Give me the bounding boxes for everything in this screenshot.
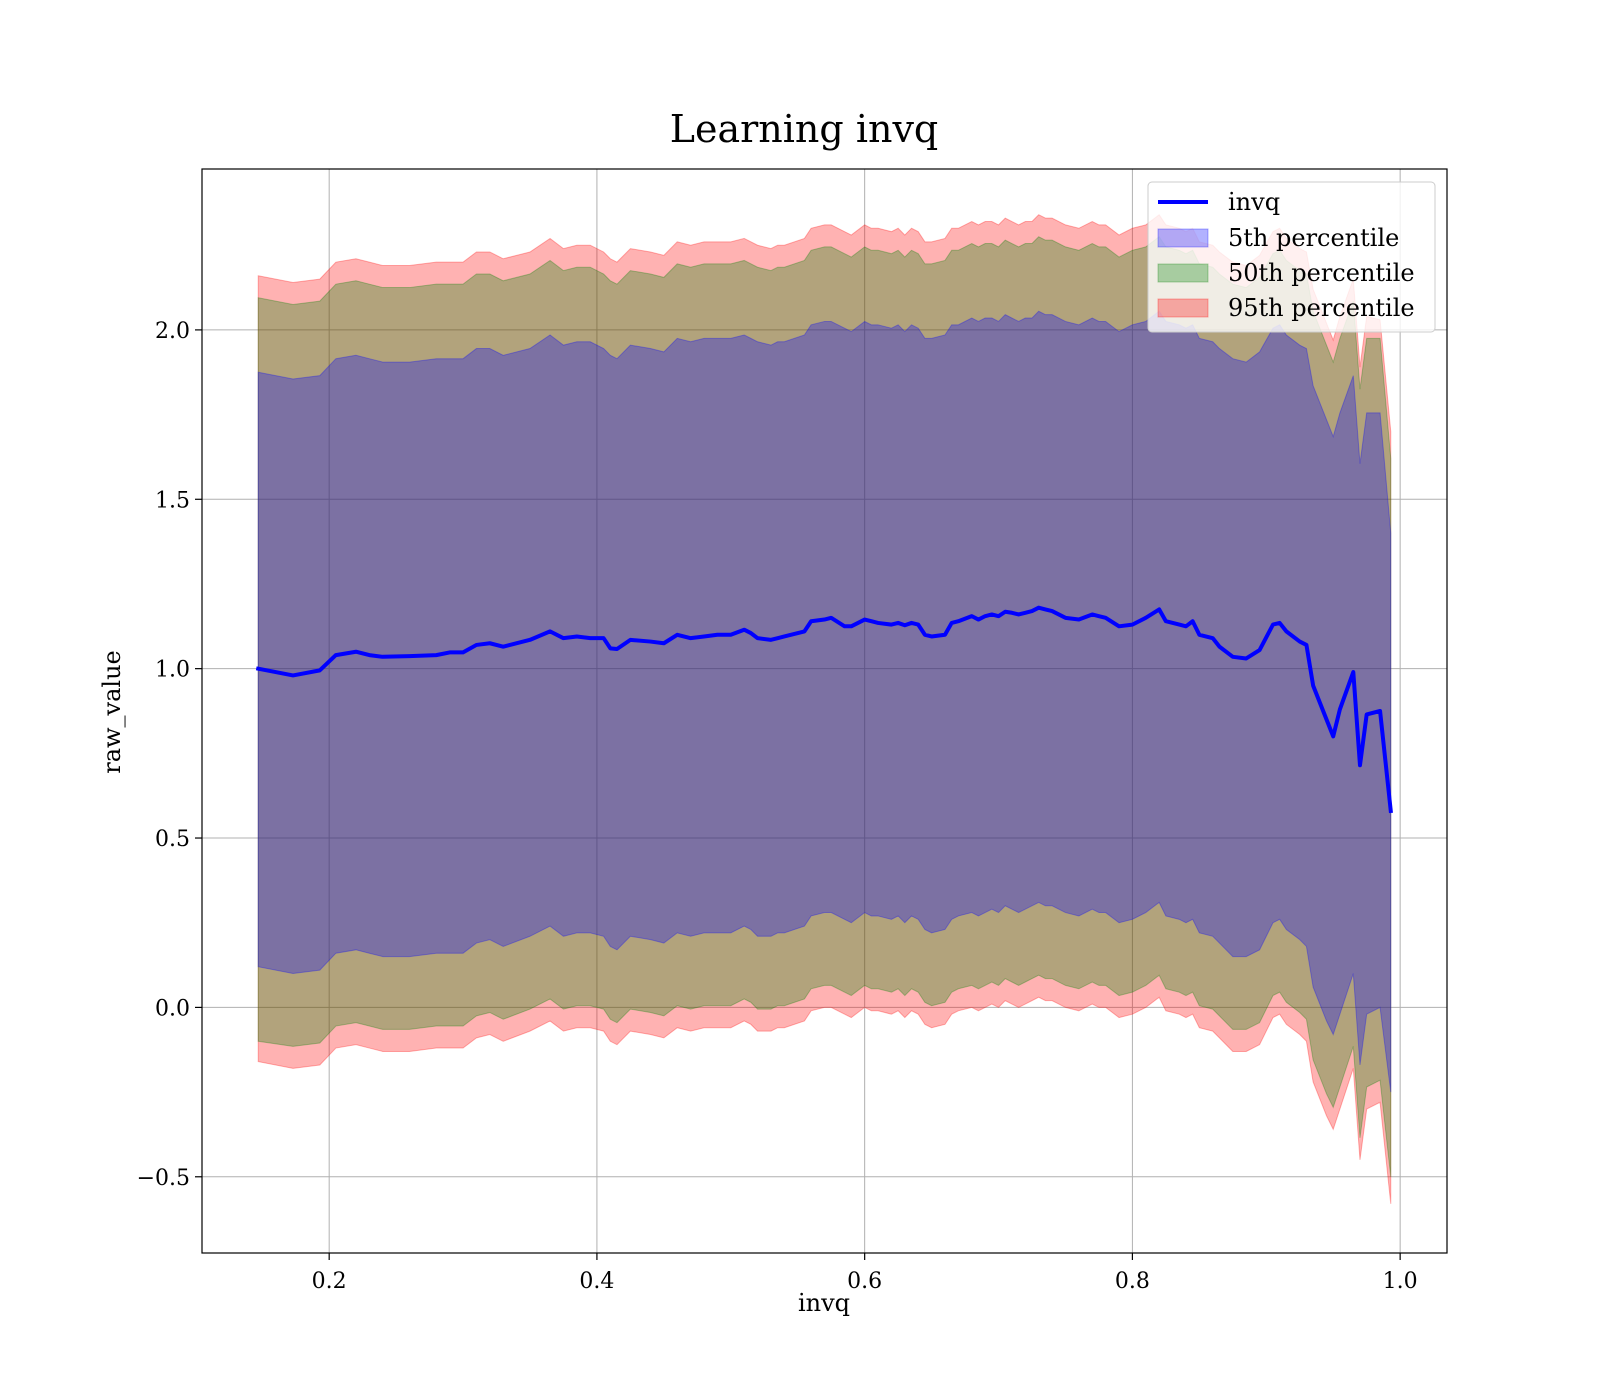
x-tick-label: 1.0 [1383, 1269, 1418, 1294]
x-tick-label: 0.6 [847, 1269, 882, 1294]
legend-patch-swatch [1157, 298, 1209, 318]
band-50th-percentile [257, 236, 1392, 1177]
plot-area: 0.2 0.4 0.6 0.8 1.0 −0.5 0.0 0.5 1.0 1.5 2.0 [137, 168, 1448, 1294]
plot-frame [201, 168, 1448, 1254]
legend-entry-label: 5th percentile [1228, 224, 1399, 252]
band-5th-percentile [257, 310, 1392, 1093]
legend-entry-label: 95th percentile [1228, 294, 1415, 322]
y-tick-label: 0.0 [155, 996, 190, 1021]
band-95th-percentile [257, 214, 1392, 1204]
y-tick-label: 1.5 [155, 488, 190, 513]
legend-entry-label: 50th percentile [1228, 259, 1415, 287]
y-tick-label: 1.0 [155, 658, 190, 683]
y-tick-label: 0.5 [155, 827, 190, 852]
series-line-invq [255, 605, 1393, 814]
chart-title: Learning invq [670, 107, 938, 151]
x-tick-label: 0.2 [312, 1269, 347, 1294]
x-tick-label: 0.4 [579, 1269, 614, 1294]
legend-patch-swatch [1157, 228, 1209, 248]
x-tick-label: 0.8 [1115, 1269, 1150, 1294]
legend-patch-swatch [1157, 263, 1209, 283]
y-axis-label: raw_value [98, 650, 126, 774]
legend: invq 5th percentile 50th percentile 95th pe… [1147, 181, 1436, 333]
x-axis-label: invq [798, 1289, 850, 1317]
legend-entry-label: invq [1228, 188, 1280, 216]
y-tick-label: 2.0 [155, 319, 190, 344]
legend-box [1147, 181, 1436, 333]
y-tick-label: −0.5 [137, 1166, 190, 1191]
